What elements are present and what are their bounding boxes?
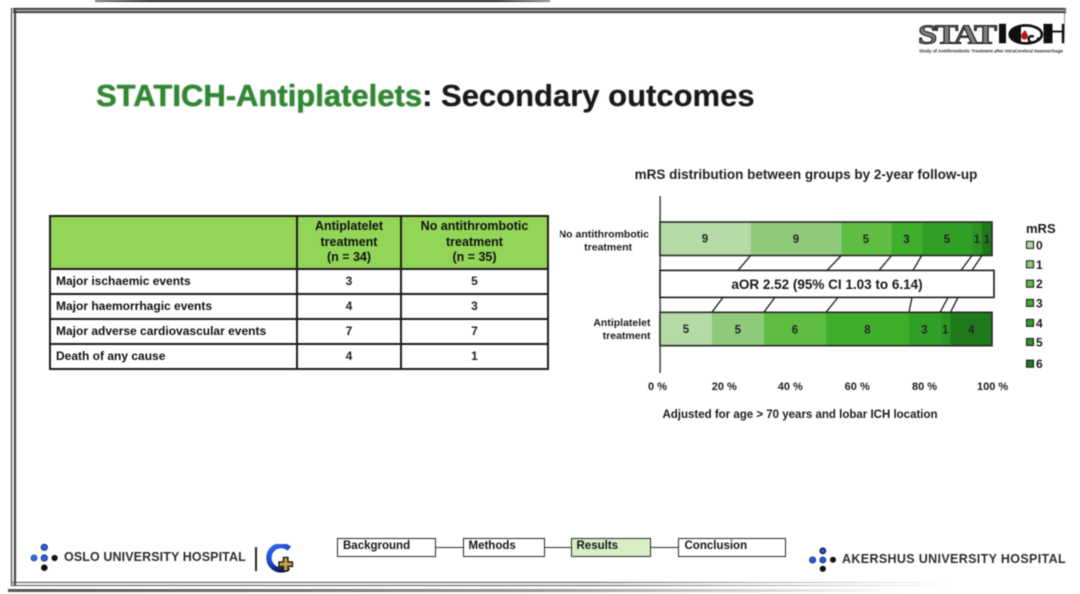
svg-text:1: 1 (984, 234, 991, 246)
svg-text:Adjusted for age > 70 years an: Adjusted for age > 70 years and lobar IC… (662, 409, 937, 421)
svg-text:40 %: 40 % (778, 381, 803, 393)
svg-text:3: 3 (921, 325, 927, 337)
svg-text:5: 5 (735, 325, 742, 337)
svg-text:60 %: 60 % (845, 381, 870, 393)
svg-text:20 %: 20 % (712, 381, 737, 393)
svg-text:treatment: treatment (584, 242, 632, 254)
svg-text:mRS distribution between group: mRS distribution between groups by 2-yea… (635, 167, 978, 182)
svg-text:treatment: treatment (603, 330, 651, 342)
svg-text:5: 5 (1036, 336, 1043, 350)
svg-text:5: 5 (944, 234, 951, 246)
svg-text:9: 9 (702, 234, 708, 246)
svg-text:STAT: STAT (919, 23, 997, 50)
svg-text:5: 5 (683, 324, 690, 336)
svg-text:Study of Antithrombotic Treatm: Study of Antithrombotic Treatment after … (919, 49, 1063, 54)
svg-text:9: 9 (793, 234, 799, 246)
svg-text:No antithrombotic: No antithrombotic (560, 229, 649, 241)
svg-text:3: 3 (903, 234, 909, 246)
svg-text:4: 4 (968, 325, 975, 337)
svg-text:6: 6 (1036, 357, 1043, 371)
svg-text:8: 8 (864, 325, 871, 337)
svg-text:mRS: mRS (1026, 221, 1056, 236)
svg-text:0 %: 0 % (648, 381, 667, 393)
svg-text:1: 1 (1036, 258, 1043, 272)
svg-text:aOR 2.52 (95% CI 1.03 to 6.14): aOR 2.52 (95% CI 1.03 to 6.14) (731, 277, 922, 292)
svg-text:80 %: 80 % (912, 381, 937, 393)
svg-text:5: 5 (863, 234, 870, 246)
svg-text:0: 0 (1036, 238, 1043, 252)
svg-text:3: 3 (1036, 296, 1043, 310)
svg-text:4: 4 (1036, 316, 1043, 330)
svg-text:6: 6 (792, 325, 798, 337)
svg-text:1: 1 (974, 234, 981, 246)
svg-text:2: 2 (1036, 277, 1043, 291)
svg-text:100 %: 100 % (977, 381, 1008, 393)
svg-text:1: 1 (942, 325, 949, 337)
svg-text:Antiplatelet: Antiplatelet (593, 317, 651, 329)
